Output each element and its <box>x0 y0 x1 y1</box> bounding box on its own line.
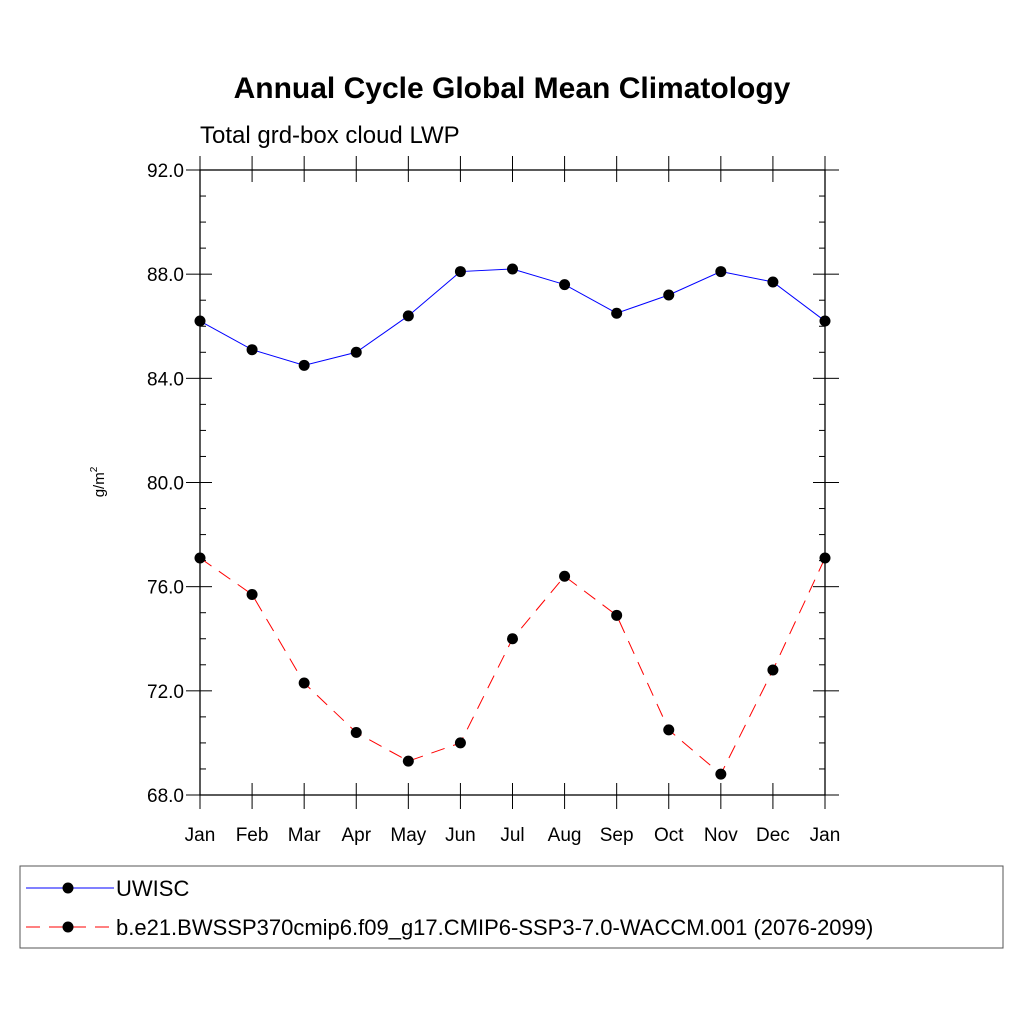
series-2-point <box>819 552 831 564</box>
series-1-point <box>611 307 623 319</box>
series-2-point <box>402 755 414 767</box>
series-1-point <box>194 315 206 327</box>
x-tick-label: Oct <box>654 825 684 846</box>
y-axis-ticks: 68.0 72.0 76.0 80.0 84.0 88.0 92.0 <box>147 161 839 807</box>
series-1-point <box>298 359 310 371</box>
y-tick-label: 84.0 <box>147 369 184 390</box>
x-tick-label: Jul <box>500 825 524 846</box>
series-1-point <box>663 289 675 301</box>
x-tick-label: Apr <box>341 825 371 846</box>
series-2-point <box>350 727 362 738</box>
x-tick-label: May <box>390 825 426 846</box>
series-layer <box>194 263 831 780</box>
series-2-point <box>246 588 258 600</box>
x-tick-label: Nov <box>704 825 738 846</box>
series-1-point <box>715 266 727 278</box>
x-tick-label: Jan <box>185 825 216 846</box>
x-tick-label: Mar <box>288 825 321 846</box>
legend-marker-2 <box>62 921 74 933</box>
series-1-point <box>350 346 362 358</box>
series-1-point <box>507 263 518 275</box>
series-1-point <box>454 266 466 278</box>
y-tick-label: 72.0 <box>147 682 184 703</box>
series-2-point <box>663 724 675 736</box>
series-1-point <box>246 344 258 356</box>
x-tick-label: Jun <box>445 825 476 846</box>
legend-marker-1 <box>62 882 74 894</box>
y-tick-label: 88.0 <box>147 265 184 286</box>
x-axis-ticks: Jan Feb Mar Apr May Jun Jul Aug Sep Oct Nov Dec Jan <box>185 156 841 846</box>
chart-subtitle: Total grd-box cloud LWP <box>200 122 460 149</box>
x-tick-label: Dec <box>756 825 790 846</box>
y-tick-label: 76.0 <box>147 578 184 599</box>
series-2-point <box>715 768 727 780</box>
series-2-point <box>507 633 518 645</box>
x-tick-label: Jan <box>810 825 841 846</box>
legend-box <box>19 865 1004 949</box>
series-2-point <box>194 552 206 564</box>
series-1-point <box>402 310 414 322</box>
legend-label-1: UWISC <box>116 876 189 901</box>
series-line-1 <box>199 268 826 366</box>
series-2-point <box>767 664 779 676</box>
chart-title: Annual Cycle Global Mean Climatology <box>234 72 791 105</box>
y-tick-label: 80.0 <box>147 474 184 495</box>
y-axis-label-superscript: 2 <box>89 466 100 472</box>
x-tick-label: Sep <box>600 825 634 846</box>
y-tick-label: 92.0 <box>147 161 184 182</box>
y-tick-label: 68.0 <box>147 786 184 807</box>
series-2-point <box>611 609 623 621</box>
legend-label-2: b.e21.BWSSP370cmip6.f09_g17.CMIP6-SSP3-7… <box>116 915 873 940</box>
y-axis-label-unit: g/m <box>91 472 108 497</box>
series-2-point <box>559 570 571 582</box>
legend: UWISC b.e21.BWSSP370cmip6.f09_g17.CMIP6-S… <box>19 865 1004 949</box>
series-2-point <box>298 677 310 689</box>
series-2-point <box>454 737 466 749</box>
series-line-2 <box>199 557 826 775</box>
x-tick-label: Aug <box>548 825 582 846</box>
x-tick-label: Feb <box>236 825 269 846</box>
y-axis-label: g/m2 <box>89 466 108 497</box>
series-1-point <box>819 315 831 327</box>
series-1-point <box>767 276 779 288</box>
series-1-point <box>559 279 571 291</box>
